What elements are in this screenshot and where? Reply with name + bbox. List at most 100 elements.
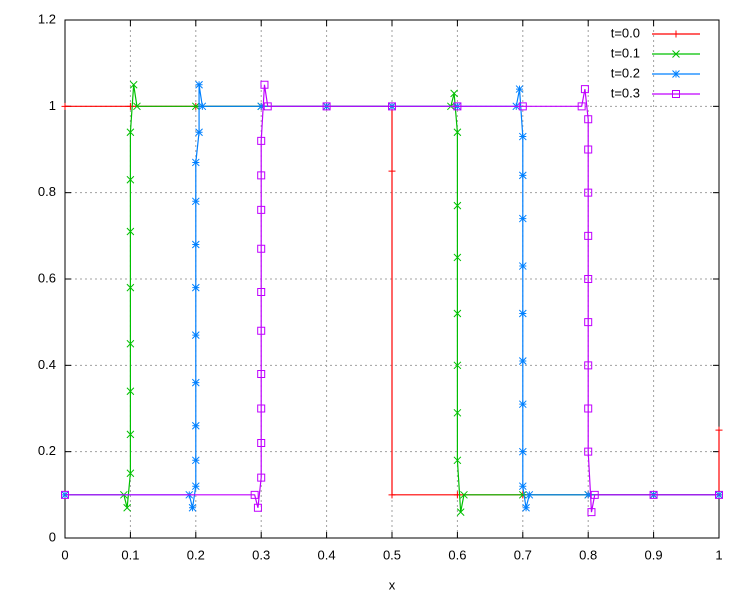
marker bbox=[191, 283, 200, 292]
marker bbox=[584, 447, 593, 456]
marker bbox=[126, 175, 135, 184]
y-tick-label: 0.4 bbox=[38, 357, 56, 372]
marker bbox=[584, 361, 593, 370]
legend-marker bbox=[672, 30, 680, 38]
marker bbox=[577, 102, 586, 111]
marker bbox=[191, 102, 200, 111]
marker bbox=[191, 158, 200, 167]
marker bbox=[126, 430, 135, 439]
marker bbox=[460, 490, 468, 499]
legend-label: t=0.0 bbox=[611, 25, 640, 40]
marker bbox=[584, 145, 593, 154]
marker bbox=[263, 102, 272, 111]
marker bbox=[126, 387, 135, 396]
marker bbox=[126, 469, 135, 478]
marker bbox=[126, 339, 135, 348]
y-tick-label: 0.8 bbox=[38, 184, 56, 199]
x-tick-label: 0.1 bbox=[121, 547, 139, 562]
marker bbox=[584, 318, 593, 327]
marker bbox=[518, 447, 527, 456]
marker bbox=[191, 421, 200, 430]
x-tick-label: 0.8 bbox=[579, 547, 597, 562]
marker bbox=[257, 287, 266, 296]
x-tick-label: 0.5 bbox=[383, 547, 401, 562]
marker bbox=[123, 503, 131, 512]
series bbox=[61, 80, 723, 517]
marker bbox=[584, 275, 593, 283]
marker bbox=[61, 102, 69, 110]
marker bbox=[322, 102, 331, 111]
marker bbox=[518, 400, 527, 409]
marker bbox=[388, 167, 396, 175]
marker bbox=[195, 80, 203, 89]
legend-marker bbox=[672, 90, 680, 98]
marker bbox=[191, 378, 200, 387]
marker bbox=[260, 80, 269, 89]
x-tick-label: 0.4 bbox=[318, 547, 336, 562]
legend-label: t=0.1 bbox=[611, 45, 640, 60]
marker bbox=[257, 473, 266, 482]
marker bbox=[584, 404, 593, 413]
line bbox=[65, 105, 720, 496]
marker bbox=[522, 503, 530, 512]
marker bbox=[584, 188, 593, 197]
legend-label: t=0.3 bbox=[611, 85, 640, 100]
y-tick-label: 1.2 bbox=[38, 11, 56, 26]
marker bbox=[584, 231, 593, 240]
legend-marker bbox=[672, 70, 680, 78]
marker bbox=[518, 357, 527, 365]
marker bbox=[191, 456, 200, 465]
marker bbox=[388, 491, 396, 499]
marker bbox=[388, 102, 396, 111]
marker bbox=[515, 85, 524, 93]
x-tick-label: 1 bbox=[715, 547, 722, 562]
x-tick-label: 0.2 bbox=[187, 547, 205, 562]
x-tick-label: 0.9 bbox=[645, 547, 663, 562]
legend-label: t=0.2 bbox=[611, 65, 640, 80]
marker bbox=[126, 227, 135, 236]
legend-marker bbox=[672, 50, 680, 58]
marker bbox=[195, 128, 203, 137]
marker bbox=[188, 503, 197, 512]
marker bbox=[257, 136, 266, 145]
marker bbox=[580, 85, 589, 94]
marker bbox=[126, 283, 135, 292]
marker bbox=[518, 262, 527, 270]
marker bbox=[518, 490, 527, 499]
marker bbox=[61, 490, 69, 499]
marker bbox=[587, 508, 596, 517]
marker bbox=[518, 309, 527, 318]
marker bbox=[191, 197, 200, 206]
marker bbox=[450, 89, 458, 98]
y-tick-label: 0 bbox=[49, 529, 56, 544]
marker bbox=[518, 102, 527, 111]
marker bbox=[253, 503, 262, 512]
marker bbox=[453, 408, 462, 417]
marker bbox=[453, 102, 462, 111]
marker bbox=[126, 128, 135, 137]
marker bbox=[191, 331, 200, 339]
marker bbox=[518, 482, 527, 491]
marker bbox=[129, 80, 138, 89]
marker bbox=[191, 240, 200, 249]
y-tick-label: 0.2 bbox=[38, 443, 56, 458]
marker bbox=[649, 490, 658, 499]
marker bbox=[584, 490, 593, 499]
marker bbox=[584, 115, 593, 124]
y-tick-label: 1 bbox=[49, 98, 56, 113]
marker bbox=[453, 456, 462, 465]
marker bbox=[518, 214, 527, 223]
marker bbox=[453, 128, 462, 137]
marker bbox=[257, 244, 266, 253]
marker bbox=[518, 171, 527, 180]
x-tick-label: 0.7 bbox=[514, 547, 532, 562]
marker bbox=[257, 102, 266, 111]
marker bbox=[257, 171, 266, 180]
marker bbox=[715, 490, 723, 499]
marker bbox=[453, 201, 462, 210]
x-tick-label: 0 bbox=[61, 547, 68, 562]
marker bbox=[250, 490, 259, 499]
marker bbox=[133, 102, 141, 111]
marker bbox=[257, 439, 266, 448]
marker bbox=[453, 361, 462, 370]
